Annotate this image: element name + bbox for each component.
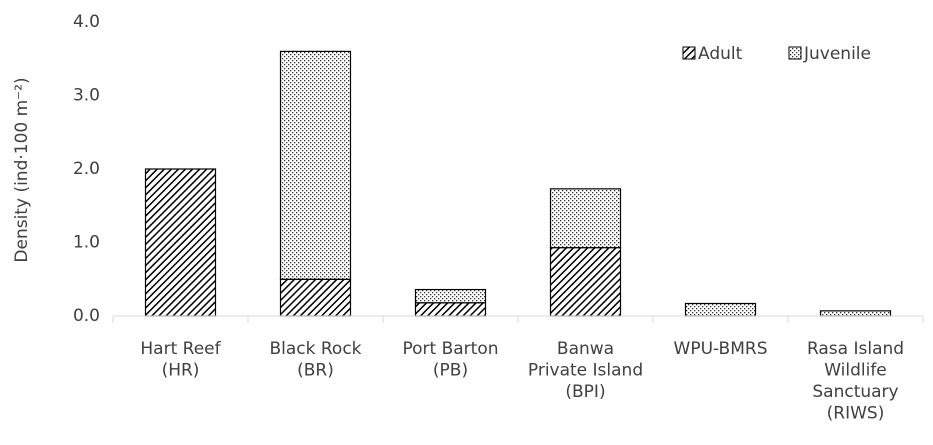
bar [144, 168, 217, 317]
y-axis-label: Density (ind·100 m⁻²) [12, 77, 32, 262]
legend-swatch [682, 46, 696, 60]
bar [414, 302, 487, 317]
x-tick-label: Wildlife [824, 361, 887, 381]
x-tick-label: Port Barton [402, 339, 498, 359]
bar [279, 50, 352, 280]
bar [414, 288, 487, 304]
legend-label: Juvenile [803, 44, 871, 64]
x-tick-label: Sanctuary [812, 382, 898, 402]
bar [819, 310, 892, 317]
x-tick-label: (PB) [433, 361, 468, 381]
legend-swatch [788, 46, 802, 60]
x-tick-label: Private Island [528, 361, 643, 381]
y-tick-label: 2.0 [73, 159, 100, 179]
x-tick-label: (RIWS) [827, 404, 885, 424]
x-tick-label: WPU-BMRS [674, 339, 768, 359]
x-tick-label: Banwa [557, 339, 614, 359]
bar [549, 188, 622, 249]
bar [279, 278, 352, 317]
y-tick-label: 0.0 [73, 306, 100, 326]
y-tick-label: 4.0 [73, 12, 100, 32]
legend-label: Adult [698, 44, 743, 64]
y-tick-label: 1.0 [73, 233, 100, 253]
x-tick-label: (BR) [297, 361, 334, 381]
x-tick-label: Hart Reef [140, 339, 221, 359]
y-tick-label: 3.0 [73, 86, 100, 106]
x-tick-label: (HR) [162, 361, 200, 381]
x-tick-label: Rasa Island [807, 339, 904, 359]
x-tick-label: Black Rock [269, 339, 361, 359]
bar [549, 247, 622, 317]
x-tick-label: (BPI) [565, 382, 605, 402]
bar [684, 302, 757, 317]
